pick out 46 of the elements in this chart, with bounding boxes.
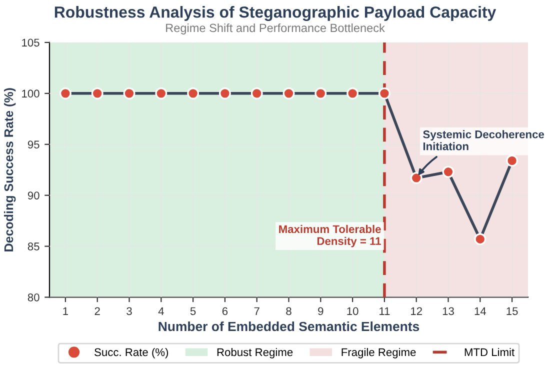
point	[282, 87, 295, 100]
point	[442, 166, 454, 178]
x-tick-label: 5	[190, 307, 196, 316]
y-tick-label: 105	[22, 38, 40, 47]
point	[91, 87, 104, 100]
x-tick-label: 8	[286, 307, 292, 316]
x-tick-label: 1	[63, 307, 68, 315]
y-tick-label: 85	[28, 242, 40, 250]
legend-label: Fragile Regime	[342, 348, 416, 358]
x-tick-label: 3	[126, 307, 132, 316]
x-tick-label: 13	[442, 307, 454, 316]
chart-title: Robustness Analysis of Steganographic Payload Capacity	[54, 6, 496, 21]
y-axis-title: Decoding Success Rate (%)	[4, 88, 16, 252]
annotation: Systemic Decoherence Initiation	[423, 130, 544, 150]
x-tick-label: 15	[506, 307, 518, 316]
legend-label: Succ. Rate (%)	[94, 348, 168, 358]
y-tick-label: 90	[28, 192, 40, 200]
x-tick-label: 9	[318, 307, 324, 316]
point	[123, 87, 136, 100]
point	[346, 87, 359, 100]
legend-label: Robust Regime	[217, 348, 293, 358]
y-tick-label: 100	[22, 90, 40, 98]
point	[506, 154, 518, 167]
x-tick-label: 11	[380, 307, 390, 315]
x-axis-title: Number of Embedded Semantic Elements	[158, 321, 420, 332]
x-tick-label: 4	[158, 307, 164, 315]
y-tick-label: 80	[28, 293, 40, 302]
x-tick-label: 2	[94, 307, 100, 315]
point	[474, 233, 486, 246]
legend-label: MTD Limit	[464, 348, 515, 356]
x-tick-label: 12	[411, 307, 422, 315]
point	[250, 87, 263, 100]
annotation: Maximum Tolerable Density = 11	[279, 224, 381, 248]
chart-subtitle: Regime Shift and Performance Bottleneck	[166, 23, 385, 34]
x-tick-label: 10	[347, 307, 358, 316]
point	[155, 87, 168, 100]
point	[218, 87, 231, 100]
x-tick-label: 6	[222, 307, 228, 316]
point	[314, 87, 327, 100]
point	[410, 172, 422, 184]
x-tick-label: 7	[254, 307, 260, 315]
point	[59, 87, 72, 100]
x-tick-label: 14	[474, 307, 486, 315]
point	[378, 87, 390, 100]
y-tick-label: 95	[28, 140, 40, 148]
point	[187, 87, 200, 100]
